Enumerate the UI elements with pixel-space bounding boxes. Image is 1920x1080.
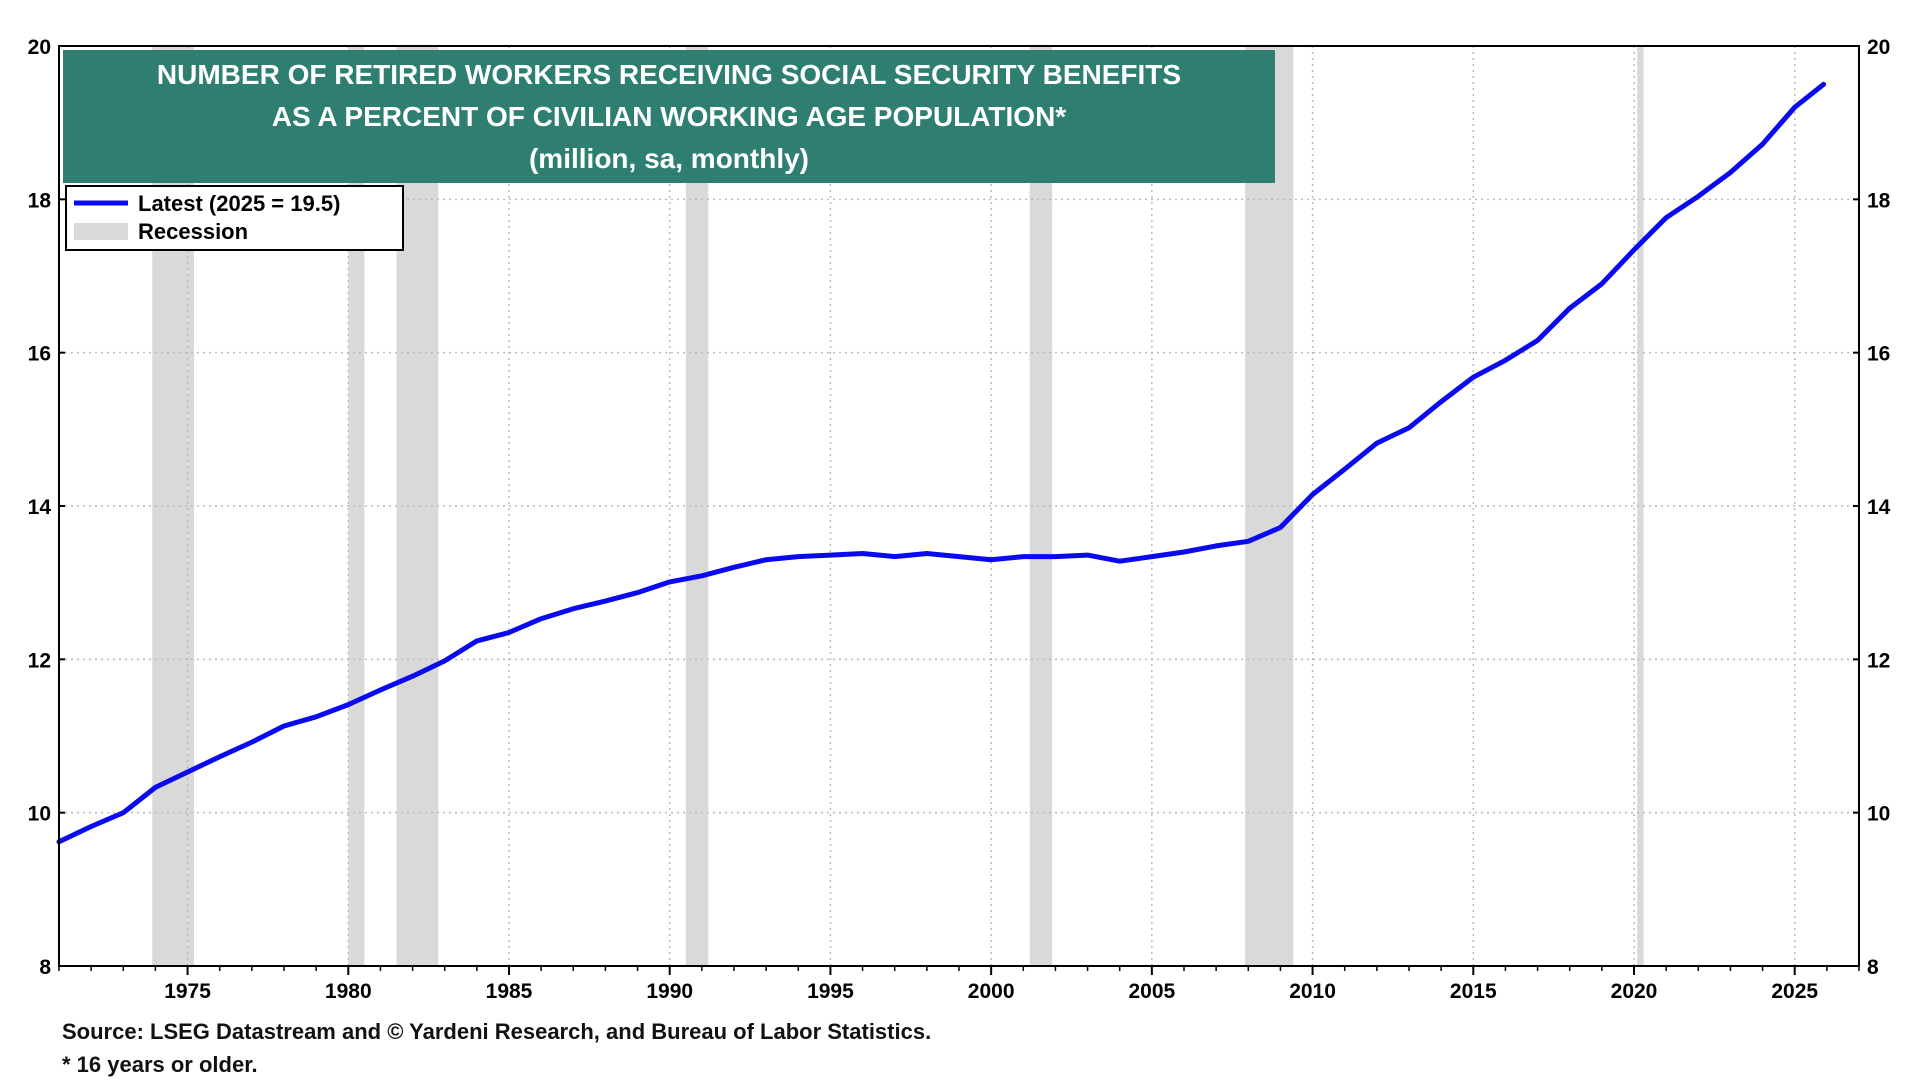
footnote: * 16 years or older. — [62, 1052, 258, 1077]
y-tick-label-right: 14 — [1867, 496, 1891, 519]
y-tick-label-left: 12 — [28, 649, 51, 672]
recession-bands — [152, 46, 1644, 966]
y-tick-label-left: 14 — [28, 496, 52, 519]
x-tick-label: 2020 — [1611, 980, 1658, 1003]
recession-band — [685, 46, 709, 966]
x-tick-label: 2015 — [1450, 980, 1497, 1003]
recession-band — [1245, 46, 1294, 966]
x-tick-label: 1980 — [325, 980, 372, 1003]
x-tick-label: 1975 — [164, 980, 211, 1003]
chart-title-line-1: NUMBER OF RETIRED WORKERS RECEIVING SOCI… — [157, 59, 1181, 90]
legend: Latest (2025 = 19.5) Recession — [65, 185, 404, 251]
x-tick-label: 2010 — [1289, 980, 1336, 1003]
series-layer — [56, 81, 1827, 845]
recession-band — [348, 46, 365, 966]
legend-label-series: Latest (2025 = 19.5) — [138, 191, 340, 216]
title-background — [63, 50, 1275, 183]
y-tick-label-right: 16 — [1867, 343, 1890, 366]
y-tick-label-left: 20 — [28, 36, 51, 59]
y-tick-label-right: 10 — [1867, 803, 1890, 826]
chart-title-line-2: AS A PERCENT OF CIVILIAN WORKING AGE POP… — [272, 101, 1066, 132]
y-tick-label-left: 16 — [28, 343, 51, 366]
x-tick-label: 2005 — [1128, 980, 1175, 1003]
chart-subtitle: (million, sa, monthly) — [529, 143, 809, 174]
x-tick-label: 1985 — [486, 980, 533, 1003]
x-tick-label: 2000 — [968, 980, 1015, 1003]
recession-band — [1029, 46, 1053, 966]
y-tick-label-left: 18 — [28, 189, 52, 212]
y-tick-label-left: 8 — [39, 956, 51, 979]
series-line — [56, 81, 1827, 845]
x-tick-label: 2025 — [1771, 980, 1818, 1003]
y-tick-label-right: 8 — [1867, 956, 1879, 979]
source-note: Source: LSEG Datastream and © Yardeni Re… — [62, 1019, 932, 1044]
y-tick-label-right: 12 — [1867, 649, 1890, 672]
grid-lines — [59, 46, 1859, 966]
y-tick-label-right: 20 — [1867, 36, 1890, 59]
y-tick-label-right: 18 — [1867, 189, 1891, 212]
chart-title-box: NUMBER OF RETIRED WORKERS RECEIVING SOCI… — [63, 50, 1275, 183]
legend-label-recession: Recession — [138, 219, 248, 244]
recession-band — [1637, 46, 1644, 966]
y-tick-label-left: 10 — [28, 803, 51, 826]
legend-swatch-recession — [74, 223, 128, 240]
x-tick-label: 1995 — [807, 980, 854, 1003]
x-tick-label: 1990 — [646, 980, 693, 1003]
